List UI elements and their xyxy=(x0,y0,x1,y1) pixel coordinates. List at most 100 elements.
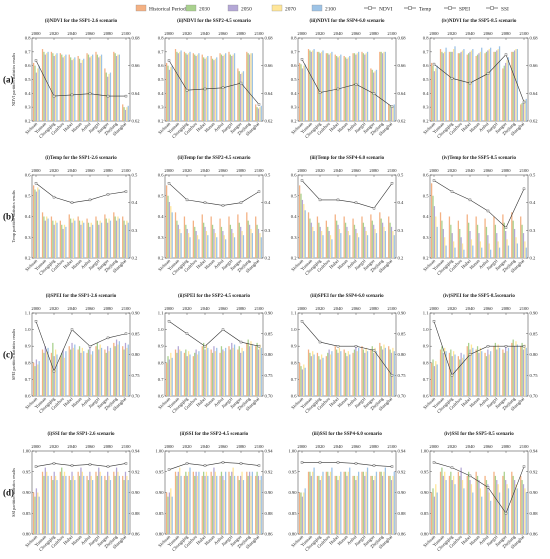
bar xyxy=(123,107,125,121)
trend-point xyxy=(257,464,261,467)
bar xyxy=(503,222,505,258)
trend-point xyxy=(504,53,508,56)
bar xyxy=(361,51,363,122)
bar xyxy=(216,347,218,396)
bar xyxy=(521,103,523,121)
bar xyxy=(370,349,372,396)
x-tick-label: Hubei xyxy=(328,534,340,546)
top-tick-label: 2000 xyxy=(429,168,439,173)
bar xyxy=(344,471,347,534)
bar xyxy=(515,237,517,258)
bar xyxy=(180,475,182,534)
bar xyxy=(364,226,366,258)
x-tick-label: Hubei xyxy=(328,121,340,133)
bar xyxy=(325,220,327,258)
bar xyxy=(319,480,321,534)
bar xyxy=(310,222,312,258)
bar xyxy=(240,475,242,534)
bar xyxy=(38,189,40,258)
bar xyxy=(461,50,464,122)
bar xyxy=(459,228,461,258)
trend-point xyxy=(486,209,490,213)
bar xyxy=(381,222,384,258)
bar xyxy=(207,347,209,396)
bar xyxy=(204,226,206,258)
y-tick-label: 1.0 xyxy=(291,327,297,332)
bar xyxy=(257,228,260,258)
y-tick-label: 0.2 xyxy=(158,256,164,261)
y-tick-label: 0.6 xyxy=(158,173,164,178)
bar xyxy=(380,218,382,258)
bar xyxy=(384,231,386,258)
bar xyxy=(364,475,366,534)
y-tick-label: 0.85 xyxy=(288,511,297,516)
bar xyxy=(300,492,302,534)
bar xyxy=(72,475,75,534)
row-label: (b) xyxy=(3,212,14,222)
panel-title: (iii)Temp for the SSP4-6.0 scenario xyxy=(310,156,385,161)
bar xyxy=(32,185,35,258)
bar xyxy=(189,51,191,122)
top-tick-label: 2080 xyxy=(501,168,511,173)
bar xyxy=(71,222,73,258)
bar xyxy=(247,220,249,258)
top-tick-label: 2020 xyxy=(447,168,457,173)
bar xyxy=(390,226,393,258)
bar xyxy=(494,51,497,122)
top-tick-label: 2020 xyxy=(315,306,325,311)
bar xyxy=(237,349,239,396)
trend-line xyxy=(433,180,525,229)
bar xyxy=(216,57,218,121)
bar xyxy=(316,51,319,122)
bar xyxy=(364,352,366,396)
y-tick-label: 0.85 xyxy=(22,511,31,516)
bar xyxy=(68,475,70,534)
bar xyxy=(251,233,253,258)
bar xyxy=(233,53,236,121)
bar xyxy=(201,475,203,534)
bar xyxy=(99,344,101,396)
trend-point xyxy=(106,193,110,196)
trend-point xyxy=(432,62,436,66)
top-tick-label: 2080 xyxy=(236,31,246,36)
y2-tick-label: 0.62 xyxy=(132,119,141,124)
bar xyxy=(124,342,127,396)
bar xyxy=(370,68,372,121)
bar xyxy=(322,471,324,534)
bar xyxy=(346,475,348,534)
trend-point xyxy=(106,465,110,468)
y-tick-label: 0.7 xyxy=(158,377,164,382)
top-tick-label: 2000 xyxy=(164,306,174,311)
bar xyxy=(521,224,523,258)
bar xyxy=(224,471,227,534)
y2-tick-label: 0.3 xyxy=(530,228,536,233)
trend-point xyxy=(52,369,56,373)
bar xyxy=(168,201,171,258)
bar xyxy=(207,55,209,121)
bar xyxy=(393,235,395,258)
y-tick-label: 0.90 xyxy=(155,490,164,495)
top-tick-label: 2000 xyxy=(164,168,174,173)
trend-point xyxy=(372,207,376,210)
bar xyxy=(381,53,384,121)
bar xyxy=(494,342,497,396)
trend-line xyxy=(35,321,127,372)
y2-tick-label: 0.90 xyxy=(398,490,407,495)
bar xyxy=(46,351,48,396)
bar xyxy=(379,471,381,534)
bar xyxy=(344,222,347,258)
bar xyxy=(44,467,46,534)
bar xyxy=(524,488,526,534)
bar xyxy=(35,488,38,534)
bar xyxy=(381,475,384,534)
bar xyxy=(318,222,320,258)
bar xyxy=(468,342,470,396)
bar xyxy=(52,480,54,534)
panel-title: (i)Temp for the SSP1-2.6 scenario xyxy=(45,156,117,161)
bar xyxy=(167,496,169,534)
legend-item: 2070 xyxy=(271,4,296,13)
bar xyxy=(80,352,82,396)
top-tick-label: 2060 xyxy=(85,31,95,36)
bar xyxy=(170,67,172,121)
bar xyxy=(356,233,358,258)
